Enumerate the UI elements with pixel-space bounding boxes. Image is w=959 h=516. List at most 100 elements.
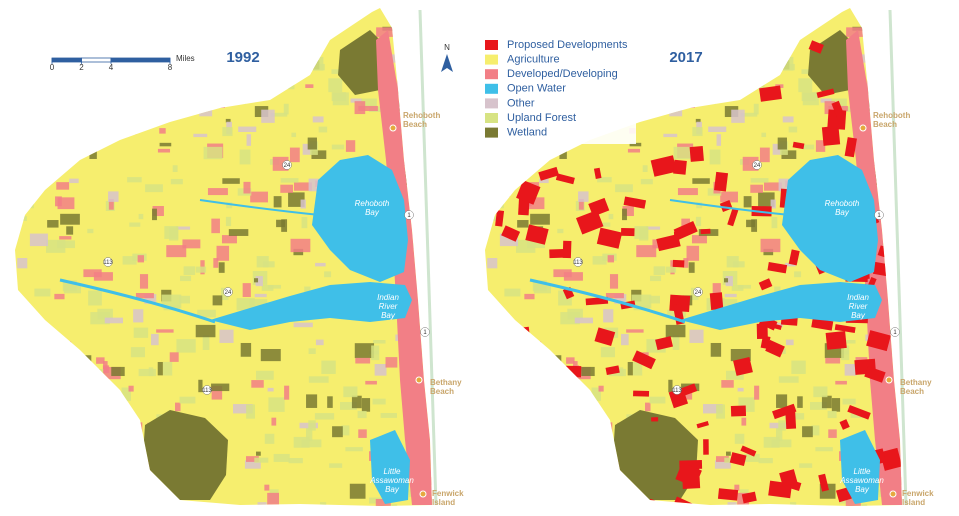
land-patch [360, 98, 377, 108]
land-patch [618, 505, 634, 506]
land-patch [254, 278, 259, 283]
land-patch [301, 216, 308, 229]
land-patch [592, 256, 607, 265]
land-patch [293, 322, 313, 328]
land-patch [341, 425, 350, 436]
land-patch [599, 222, 611, 227]
land-patch [749, 11, 770, 18]
scale-segment [81, 57, 112, 63]
legend-label: Developed/Developing [507, 68, 618, 80]
proposed-patch [650, 155, 677, 177]
land-patch [218, 262, 225, 273]
land-patch [246, 456, 259, 462]
land-patch [239, 149, 251, 165]
land-patch [668, 379, 673, 393]
land-patch [874, 162, 889, 167]
land-patch [314, 413, 335, 420]
land-patch [96, 357, 105, 364]
land-patch [683, 258, 689, 268]
land-patch [505, 455, 520, 470]
river [669, 199, 791, 216]
land-patch [339, 401, 357, 410]
proposed-patch [756, 323, 768, 340]
proposed-patch [499, 446, 517, 467]
land-patch [21, 8, 40, 22]
land-patch [256, 451, 261, 456]
land-patch [566, 410, 573, 416]
land-patch [22, 79, 38, 88]
place-label: Rehoboth Beach [873, 111, 910, 129]
land-patch [18, 93, 34, 100]
land-patch [238, 126, 257, 133]
land-patch [754, 385, 760, 400]
land-patch [831, 398, 841, 412]
place-label: Little Assawoman Bay [839, 467, 884, 494]
proposed-patch [821, 125, 841, 146]
land-patch [615, 184, 633, 193]
land-patch [555, 505, 570, 506]
land-patch [308, 178, 319, 192]
land-patch [241, 93, 246, 105]
land-patch [257, 502, 267, 506]
land-patch [106, 120, 113, 131]
scale-unit: Miles [176, 54, 195, 63]
little-assawoman-bay [370, 430, 410, 504]
place-label: Indian River Bay [847, 293, 869, 320]
land-patch [499, 15, 518, 24]
land-patch [535, 422, 552, 428]
land-patch [271, 417, 277, 426]
land-patch [774, 286, 781, 296]
land-patch [708, 126, 727, 133]
proposed-patch [696, 421, 709, 429]
scale-segment [110, 57, 171, 63]
land-patch [406, 19, 417, 27]
land-patch [264, 433, 275, 444]
proposed-patch [672, 259, 685, 268]
land-patch [726, 451, 731, 456]
land-patch [740, 67, 753, 71]
land-patch [695, 118, 701, 123]
land-patch [696, 202, 703, 209]
land-patch [312, 116, 324, 123]
land-patch [121, 387, 131, 401]
proposed-patch [689, 145, 704, 162]
land-patch [138, 368, 156, 377]
route-number: 24 [284, 163, 291, 169]
land-patch [111, 477, 117, 489]
river [199, 199, 321, 216]
land-patch [746, 219, 755, 228]
land-patch [485, 199, 504, 209]
legend-label: Upland Forest [507, 112, 576, 124]
land-patch [94, 125, 104, 139]
proposed-patch [538, 166, 560, 181]
land-patch [287, 78, 295, 90]
land-patch [375, 498, 391, 506]
land-patch [162, 10, 169, 17]
land-patch [358, 105, 378, 112]
land-patch [288, 192, 305, 207]
land-patch [163, 361, 173, 376]
land-patch [517, 220, 529, 228]
place-marker [415, 376, 423, 384]
land-patch [197, 80, 207, 86]
land-patch [757, 78, 765, 90]
land-patch [591, 387, 601, 401]
land-patch [103, 361, 108, 374]
land-patch [663, 133, 678, 138]
land-patch [785, 262, 796, 267]
proposed-patch [717, 488, 739, 501]
land-patch [57, 52, 74, 58]
land-patch [729, 19, 748, 35]
land-patch [100, 439, 112, 448]
proposed-patch [527, 152, 540, 159]
proposed-patch [673, 159, 687, 175]
rehoboth-bay [312, 155, 408, 282]
proposed-patch [772, 403, 797, 420]
land-patch [357, 410, 367, 419]
land-patch [728, 35, 740, 41]
land-patch [255, 276, 263, 287]
land-patch [28, 351, 40, 358]
proposed-patch [655, 336, 673, 351]
land-patch [517, 357, 526, 362]
proposed-patch [574, 468, 593, 490]
